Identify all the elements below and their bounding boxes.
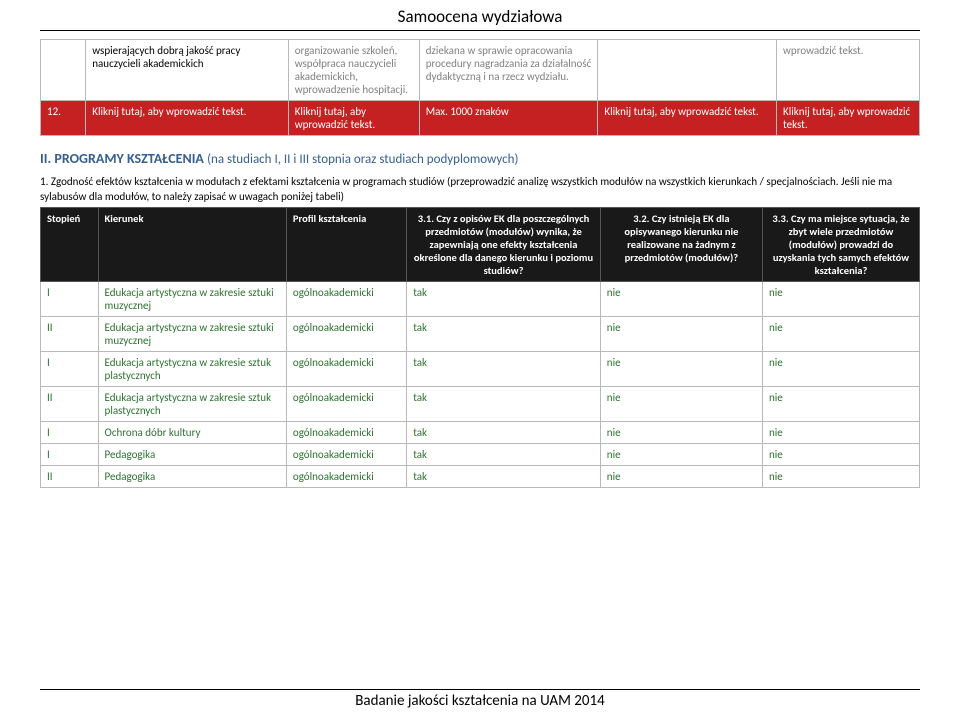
col-header: 3.1. Czy z opisów EK dla poszczególnych … bbox=[407, 207, 601, 281]
cell: Pedagogika bbox=[98, 465, 286, 487]
heading-prefix: II. PROGRAMY KSZTAŁCENIA bbox=[40, 150, 207, 167]
table-programs: Stopień Kierunek Profil kształcenia 3.1.… bbox=[40, 207, 920, 488]
cell: ogólnoakademicki bbox=[286, 443, 406, 465]
table-row: wspierających dobrą jakość pracy nauczyc… bbox=[41, 40, 920, 101]
col-header: Kierunek bbox=[98, 207, 286, 281]
cell: II bbox=[41, 316, 99, 351]
section-paragraph: 1. Zgodność efektów kształcenia w moduła… bbox=[40, 175, 920, 205]
table-row: IEdukacja artystyczna w zakresie sztuki … bbox=[41, 281, 920, 316]
cell: nie bbox=[762, 386, 919, 421]
cell: Kliknij tutaj, aby wprowadzić tekst. bbox=[598, 101, 777, 136]
cell: ogólnoakademicki bbox=[286, 421, 406, 443]
cell: Kliknij tutaj, aby wprowadzić tekst. bbox=[86, 101, 288, 136]
cell: II bbox=[41, 465, 99, 487]
col-header: Stopień bbox=[41, 207, 99, 281]
content-area: wspierających dobrą jakość pracy nauczyc… bbox=[0, 31, 960, 488]
cell: nie bbox=[762, 421, 919, 443]
table-header-row: Stopień Kierunek Profil kształcenia 3.1.… bbox=[41, 207, 920, 281]
cell: nie bbox=[600, 421, 762, 443]
heading-paren: (na studiach I, II i III stopnia oraz st… bbox=[207, 152, 518, 167]
cell: dziekana w sprawie opracowania procedury… bbox=[419, 40, 598, 101]
table-top: wspierających dobrą jakość pracy nauczyc… bbox=[40, 39, 920, 136]
cell: wspierających dobrą jakość pracy nauczyc… bbox=[86, 40, 288, 101]
cell: tak bbox=[407, 351, 601, 386]
cell: I bbox=[41, 281, 99, 316]
cell: ogólnoakademicki bbox=[286, 386, 406, 421]
cell: nie bbox=[600, 465, 762, 487]
col-header: 3.3. Czy ma miejsce sytuacja, że zbyt wi… bbox=[762, 207, 919, 281]
footer-text: Badanie jakości kształcenia na UAM 2014 bbox=[0, 692, 960, 710]
cell: Kliknij tutaj, aby wprowadzić tekst. bbox=[288, 101, 419, 136]
cell: nie bbox=[762, 316, 919, 351]
cell: 12. bbox=[41, 101, 86, 136]
cell: Edukacja artystyczna w zakresie sztuki m… bbox=[98, 316, 286, 351]
cell: Edukacja artystyczna w zakresie sztuk pl… bbox=[98, 386, 286, 421]
cell: tak bbox=[407, 281, 601, 316]
cell: tak bbox=[407, 465, 601, 487]
cell: ogólnoakademicki bbox=[286, 281, 406, 316]
cell: Max. 1000 znaków bbox=[419, 101, 598, 136]
cell: nie bbox=[600, 443, 762, 465]
table-row: IIEdukacja artystyczna w zakresie sztuki… bbox=[41, 316, 920, 351]
cell: tak bbox=[407, 316, 601, 351]
cell: tak bbox=[407, 443, 601, 465]
cell: nie bbox=[762, 443, 919, 465]
table-row: IIEdukacja artystyczna w zakresie sztuk … bbox=[41, 386, 920, 421]
cell: nie bbox=[762, 281, 919, 316]
table-row: IPedagogikaogólnoakademickitaknienie bbox=[41, 443, 920, 465]
cell: nie bbox=[762, 465, 919, 487]
cell: tak bbox=[407, 386, 601, 421]
cell bbox=[598, 40, 777, 101]
cell: Kliknij tutaj, aby wprowadzić tekst. bbox=[777, 101, 920, 136]
col-header: 3.2. Czy istnieją EK dla opisywanego kie… bbox=[600, 207, 762, 281]
section-heading: II. PROGRAMY KSZTAŁCENIA (na studiach I,… bbox=[40, 150, 920, 167]
cell: nie bbox=[762, 351, 919, 386]
cell: Edukacja artystyczna w zakresie sztuki m… bbox=[98, 281, 286, 316]
cell: organizowanie szkoleń, współpraca nauczy… bbox=[288, 40, 419, 101]
cell: I bbox=[41, 421, 99, 443]
footer-line bbox=[40, 689, 920, 690]
table-row: 12. Kliknij tutaj, aby wprowadzić tekst.… bbox=[41, 101, 920, 136]
cell: ogólnoakademicki bbox=[286, 351, 406, 386]
cell: nie bbox=[600, 316, 762, 351]
cell: Ochrona dóbr kultury bbox=[98, 421, 286, 443]
table-row: IEdukacja artystyczna w zakresie sztuk p… bbox=[41, 351, 920, 386]
table-row: IIPedagogikaogólnoakademickitaknienie bbox=[41, 465, 920, 487]
cell: Pedagogika bbox=[98, 443, 286, 465]
cell: ogólnoakademicki bbox=[286, 316, 406, 351]
cell: ogólnoakademicki bbox=[286, 465, 406, 487]
col-header: Profil kształcenia bbox=[286, 207, 406, 281]
cell: II bbox=[41, 386, 99, 421]
cell bbox=[41, 40, 86, 101]
cell: nie bbox=[600, 351, 762, 386]
cell: nie bbox=[600, 386, 762, 421]
cell: I bbox=[41, 443, 99, 465]
page-title: Samoocena wydziałowa bbox=[0, 6, 960, 27]
cell: Edukacja artystyczna w zakresie sztuk pl… bbox=[98, 351, 286, 386]
cell: wprowadzić tekst. bbox=[777, 40, 920, 101]
cell: nie bbox=[600, 281, 762, 316]
cell: I bbox=[41, 351, 99, 386]
cell: tak bbox=[407, 421, 601, 443]
table-row: IOchrona dóbr kulturyogólnoakademickitak… bbox=[41, 421, 920, 443]
